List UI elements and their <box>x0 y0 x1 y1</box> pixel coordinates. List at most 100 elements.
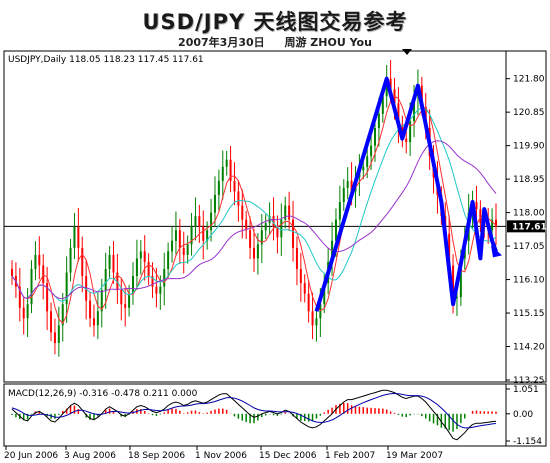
candle-body <box>245 219 248 231</box>
candle-body <box>346 180 349 188</box>
x-tick-label: 1 Feb 2007 <box>325 451 375 461</box>
candle-body <box>210 212 213 231</box>
x-tick-label: 15 Dec 2006 <box>259 451 317 461</box>
candle-body <box>491 219 494 231</box>
candle-body <box>38 254 41 266</box>
candle-body <box>315 318 318 326</box>
candle-body <box>213 194 216 213</box>
candle-body <box>186 244 189 255</box>
candle-body <box>81 247 84 277</box>
chart-subtitle: 2007年3月30日 周游 ZHOU You <box>0 34 550 50</box>
candle-body <box>132 276 134 294</box>
macd-tick-label: 1.051 <box>513 385 539 395</box>
x-tick-label: 18 Sep 2006 <box>128 451 185 461</box>
candle-body <box>65 272 68 305</box>
candle-body <box>89 300 92 319</box>
chart-shift-marker <box>402 49 412 55</box>
candle-body <box>284 205 287 220</box>
candle-body <box>69 247 72 273</box>
candle-body <box>30 268 33 305</box>
candle-body <box>241 205 244 220</box>
candle-body <box>338 202 341 220</box>
candle-body <box>18 286 21 308</box>
candle-body <box>100 290 103 312</box>
candle-body <box>311 311 314 326</box>
candle-body <box>264 223 267 231</box>
price-pane-label: USDJPY,Daily 118.05 118.23 117.45 117.61 <box>8 55 204 65</box>
candle-body <box>77 226 80 248</box>
macd-tick-label: 0.00 <box>513 410 533 420</box>
macd-pane-label: MACD(12,26,9) -0.316 -0.478 0.211 0.000 <box>8 389 198 399</box>
candle-body <box>73 226 76 248</box>
candle-body <box>319 304 322 319</box>
candle-body <box>342 187 345 203</box>
candle-body <box>295 247 298 269</box>
price-tick-label: 118.00 <box>513 209 545 219</box>
price-tick-label: 120.85 <box>513 108 545 118</box>
candle-body <box>202 226 205 241</box>
candle-body <box>22 307 25 319</box>
candle-body <box>413 96 416 121</box>
current-price-label: 117.61 <box>512 222 547 232</box>
candle-body <box>323 283 326 305</box>
ma-mid-line <box>11 107 497 303</box>
x-tick-label: 20 Jun 2006 <box>4 451 58 461</box>
chart-author: 周游 ZHOU You <box>284 36 372 49</box>
x-tick-label: 3 Aug 2006 <box>64 451 116 461</box>
price-axis <box>505 50 547 383</box>
candle-body <box>53 332 56 343</box>
candle-body <box>256 244 259 259</box>
candle-body <box>334 219 337 241</box>
candle-body <box>46 283 49 312</box>
macd-tick-label: -1.154 <box>513 437 542 447</box>
candle-body <box>155 286 158 294</box>
price-tick-label: 121.80 <box>513 75 545 85</box>
candle-body <box>167 251 170 269</box>
candle-body <box>50 311 53 333</box>
macd-axis <box>505 383 547 447</box>
candle-body <box>225 159 228 167</box>
candle-body <box>366 156 369 167</box>
price-tick-label: 118.95 <box>513 175 545 185</box>
candle-body <box>229 159 232 181</box>
candle-body <box>350 180 353 192</box>
candle-body <box>174 230 177 241</box>
x-tick-label: 19 Mar 2007 <box>386 451 443 461</box>
chart-title: USD/JPY 天线图交易参考 <box>142 10 408 34</box>
candle-body <box>307 293 310 312</box>
candle-body <box>385 78 388 97</box>
candle-body <box>495 219 497 227</box>
candle-body <box>280 219 283 238</box>
candle-body <box>128 293 131 308</box>
price-tick-label: 115.15 <box>513 309 545 319</box>
candle-body <box>171 240 174 252</box>
candle-body <box>11 268 13 277</box>
candle-body <box>288 205 291 220</box>
candle-body <box>42 265 45 284</box>
candle-body <box>237 191 240 206</box>
candle-body <box>221 166 224 181</box>
chart-date: 2007年3月30日 <box>178 36 265 49</box>
candle-body <box>135 258 138 277</box>
candle-body <box>370 145 373 157</box>
trend-arrow-line <box>314 76 498 312</box>
candle-body <box>260 230 263 245</box>
candle-body <box>299 268 302 284</box>
candle-body <box>377 113 380 129</box>
candle-body <box>57 325 60 343</box>
candle-body <box>190 226 193 245</box>
candle-body <box>217 180 220 195</box>
candle-body <box>362 166 365 171</box>
candle-body <box>96 311 99 326</box>
candle-body <box>253 247 255 259</box>
macd-signal-line <box>11 392 497 429</box>
candle-body <box>206 230 209 241</box>
candle-body <box>479 209 482 224</box>
candle-body <box>34 254 37 269</box>
price-tick-label: 113.25 <box>513 376 545 386</box>
candle-body <box>85 276 88 301</box>
candle-body <box>159 286 162 294</box>
candle-body <box>331 240 334 262</box>
candle-body <box>381 96 384 114</box>
